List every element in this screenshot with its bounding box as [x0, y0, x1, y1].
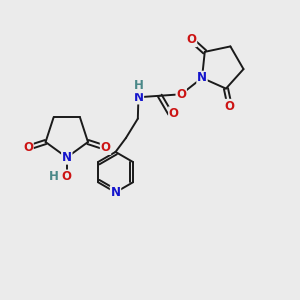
Text: O: O — [225, 100, 235, 112]
Text: H: H — [50, 170, 59, 183]
Text: O: O — [187, 33, 196, 46]
Text: N: N — [134, 91, 143, 104]
Text: N: N — [110, 186, 121, 199]
Text: H: H — [134, 80, 144, 92]
Text: O: O — [100, 141, 110, 154]
Text: O: O — [23, 141, 33, 154]
Text: N: N — [62, 151, 72, 164]
Text: O: O — [176, 88, 186, 101]
Text: O: O — [169, 107, 179, 120]
Text: N: N — [197, 71, 207, 84]
Text: O: O — [62, 170, 72, 183]
